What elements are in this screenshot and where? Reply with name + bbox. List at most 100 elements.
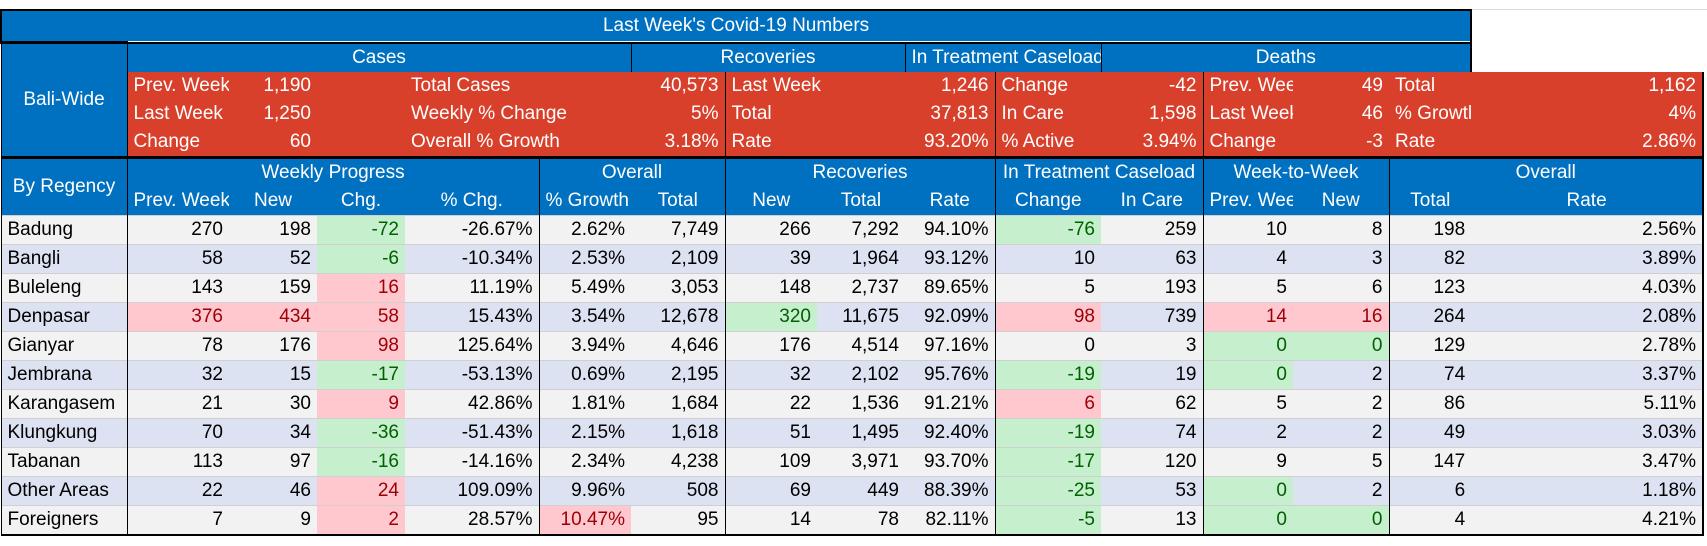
bali-cell: Total <box>1389 71 1472 100</box>
table-cell: -36 <box>317 417 405 447</box>
table-cell: 88.39% <box>905 475 996 505</box>
bali-cell: 49 <box>1293 71 1389 100</box>
table-cell: 74 <box>1389 359 1472 389</box>
bali-cell: Last Week <box>127 99 229 128</box>
table-row: Klungkung 70 34 -36 -51.43% 2.15% 1,618 51 1,495… <box>0 417 1704 447</box>
regency-name: Denpasar <box>0 301 128 331</box>
table-row: Karangasem 21 30 9 42.86% 1.81% 1,684 22 1,536 91… <box>0 388 1704 418</box>
table-cell: 2.34% <box>539 446 631 476</box>
table-row: Jembrana 32 15 -17 -53.13% 0.69% 2,195 32 2,102 9… <box>0 359 1704 389</box>
table-cell: 4.03% <box>1471 272 1704 302</box>
table-cell: 10.47% <box>539 504 631 536</box>
table-cell: 2.15% <box>539 417 631 447</box>
table-cell: 1,684 <box>631 388 726 418</box>
table-cell: 9 <box>317 388 405 418</box>
table-cell: 22 <box>127 475 229 505</box>
table-cell: 2 <box>317 504 405 536</box>
table-cell: 16 <box>317 272 405 302</box>
table-cell: 193 <box>1101 272 1204 302</box>
table-cell: 42.86% <box>405 388 540 418</box>
table-cell: 11,675 <box>817 301 905 331</box>
bali-cell: Total Cases <box>405 71 631 100</box>
table-cell: 51 <box>725 417 817 447</box>
bali-cell: Total <box>725 99 905 128</box>
table-cell: 86 <box>1389 388 1472 418</box>
table-cell: 78 <box>817 504 905 536</box>
bali-cell: % Active <box>995 127 1101 157</box>
table-cell: 4 <box>1389 504 1472 536</box>
regency-name: Buleleng <box>0 272 128 302</box>
table-cell: 7 <box>127 504 229 536</box>
table-cell: -53.13% <box>405 359 540 389</box>
bali-cell: Prev. Week <box>127 71 229 100</box>
table-cell: 82 <box>1389 243 1472 273</box>
table-row: Buleleng 143 159 16 11.19% 5.49% 3,053 148 2,737… <box>0 272 1704 302</box>
table-cell: 95.76% <box>905 359 996 389</box>
table-cell: 5.49% <box>539 272 631 302</box>
table-cell: 34 <box>229 417 317 447</box>
table-cell: 1.18% <box>1471 475 1704 505</box>
bali-cell: Change <box>1203 127 1293 157</box>
table-cell: 2 <box>1293 417 1390 447</box>
table-cell: 270 <box>127 214 229 244</box>
table-cell: 1,618 <box>631 417 726 447</box>
column-header: In Care <box>1101 186 1204 215</box>
table-row: Gianyar 78 176 98 125.64% 3.94% 4,646 176 4,514 9… <box>0 330 1704 360</box>
table-cell: 2.08% <box>1471 301 1704 331</box>
table-cell: 1,495 <box>817 417 905 447</box>
table-cell: -5 <box>995 504 1101 536</box>
bali-header-row: Bali-Wide Cases Recoveries In Treatment … <box>0 41 1703 157</box>
column-header: Chg. <box>317 186 405 215</box>
table-cell: 14 <box>1203 301 1293 331</box>
table-cell: 320 <box>725 301 817 331</box>
bali-cell: 3.94% <box>1101 127 1204 157</box>
table-cell: -25 <box>995 475 1101 505</box>
table-cell: 0 <box>1293 504 1390 536</box>
table-cell: 143 <box>127 272 229 302</box>
table-cell: 109 <box>725 446 817 476</box>
table-row: Denpasar 376 434 58 15.43% 3.54% 12,678 320 11,6… <box>0 301 1704 331</box>
bali-cell: Overall % Growth <box>405 127 631 157</box>
table-cell: 9 <box>1203 446 1293 476</box>
table-cell: 98 <box>317 330 405 360</box>
table-cell: 5 <box>1203 272 1293 302</box>
column-header: Prev. Week <box>127 186 229 215</box>
table-cell: 16 <box>1293 301 1390 331</box>
table-cell: 0 <box>995 330 1101 360</box>
table-cell: 32 <box>127 359 229 389</box>
column-header: Change <box>995 186 1101 215</box>
regency-name: Gianyar <box>0 330 128 360</box>
table-cell: -16 <box>317 446 405 476</box>
bali-cell: Last Week <box>725 71 905 100</box>
table-cell: 2,109 <box>631 243 726 273</box>
table-cell: 28.57% <box>405 504 540 536</box>
table-cell: 69 <box>725 475 817 505</box>
table-cell: 2,195 <box>631 359 726 389</box>
bali-cell: 5% <box>631 99 726 128</box>
bali-cell: 93.20% <box>905 127 996 157</box>
column-header: Total <box>817 186 905 215</box>
column-header: New <box>229 186 317 215</box>
bali-cell: 1,598 <box>1101 99 1204 128</box>
table-cell: 2 <box>1293 388 1390 418</box>
table-cell: 97 <box>229 446 317 476</box>
table-cell: 5 <box>1293 446 1390 476</box>
bali-cell: 2.86% <box>1471 127 1704 157</box>
table-cell: 5.11% <box>1471 388 1704 418</box>
table-cell: 120 <box>1101 446 1204 476</box>
table-cell: 22 <box>725 388 817 418</box>
bali-row: Change 60 Overall % Growth 3.18% Rate 93… <box>1 127 1704 157</box>
table-cell: 11.19% <box>405 272 540 302</box>
group-header: Overall <box>1389 155 1704 187</box>
regency-name: Other Areas <box>0 475 128 505</box>
bali-cell: -3 <box>1293 127 1389 157</box>
column-header: % Growth <box>539 186 631 215</box>
bali-cell: 1,162 <box>1471 71 1704 100</box>
table-cell: 0.69% <box>539 359 631 389</box>
table-cell: 6 <box>1389 475 1472 505</box>
table-cell: 6 <box>1293 272 1390 302</box>
bali-row: Prev. Week 1,190 Total Cases 40,573 Last… <box>1 71 1704 100</box>
bali-cell: 3.18% <box>631 127 726 157</box>
table-cell: 147 <box>1389 446 1472 476</box>
table-cell: 4,514 <box>817 330 905 360</box>
